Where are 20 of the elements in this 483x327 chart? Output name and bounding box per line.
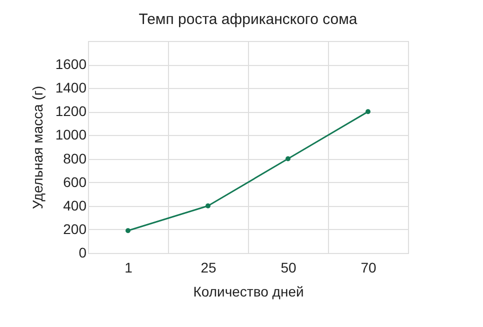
x-axis-title: Количество дней bbox=[193, 284, 304, 300]
y-tick-label: 1600 bbox=[55, 56, 87, 72]
y-tick-label: 400 bbox=[63, 197, 87, 214]
y-tick-label: 600 bbox=[63, 174, 87, 190]
point bbox=[206, 203, 210, 208]
point bbox=[126, 228, 130, 234]
x-tick-label: 50 bbox=[280, 260, 296, 276]
chart-title: Темп роста африканского сома bbox=[138, 11, 358, 28]
y-tick-label: 1000 bbox=[55, 126, 87, 143]
point bbox=[286, 156, 290, 162]
y-tick-label: 0 bbox=[78, 244, 87, 260]
point bbox=[366, 109, 370, 114]
y-tick-label: 200 bbox=[63, 220, 87, 237]
x-tick-label: 25 bbox=[200, 260, 216, 276]
y-axis-title: Удельная масса (г) bbox=[29, 86, 46, 210]
x-tick-label: 1 bbox=[124, 260, 133, 276]
y-tick-label: 1400 bbox=[55, 80, 87, 96]
x-tick-label: 70 bbox=[360, 260, 376, 276]
y-tick-label: 1200 bbox=[55, 103, 87, 120]
y-tick-label: 800 bbox=[63, 150, 87, 166]
